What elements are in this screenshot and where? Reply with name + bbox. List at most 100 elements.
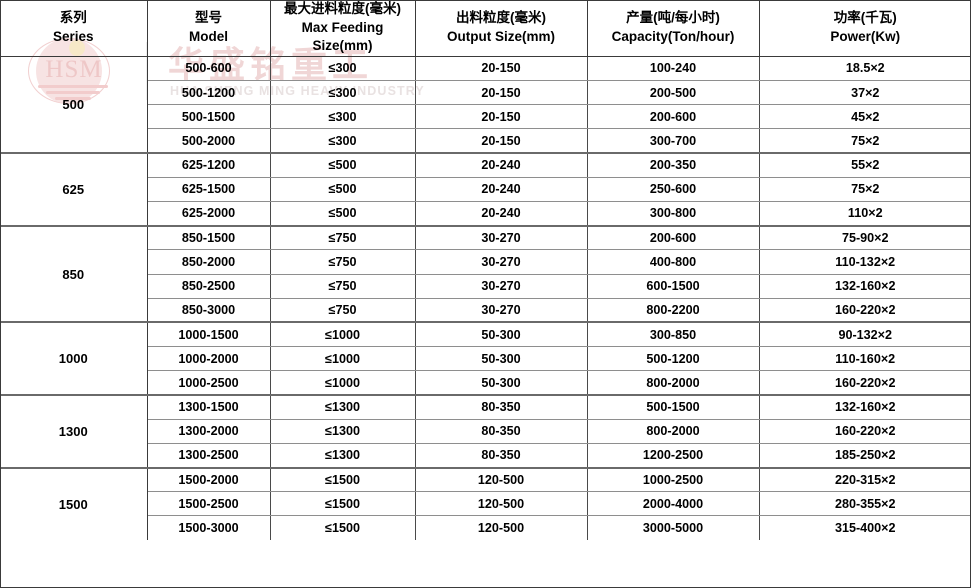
cell-capacity: 300-800 [587, 201, 760, 227]
cell-max-feeding-size: ≤1000 [270, 322, 416, 348]
cell-max-feeding-size: ≤500 [270, 201, 416, 227]
cell-capacity: 200-500 [587, 80, 760, 106]
cell-model: 1300-1500 [147, 395, 271, 420]
header-en: Max Feeding Size(mm) [301, 19, 384, 54]
cell-output-size: 50-300 [415, 322, 588, 348]
cell-capacity: 500-1200 [587, 346, 760, 372]
table-row: 500-1200 ≤300 20-150 200-500 37×2 [0, 80, 971, 106]
cell-series: 500 [0, 56, 148, 155]
table-row: 850-2000 ≤750 30-270 400-800 110-132×2 [0, 249, 971, 275]
cell-max-feeding-size: ≤1500 [270, 515, 416, 541]
cell-model: 500-1500 [147, 104, 271, 130]
column-header-power: 功率(千瓦) Power(Kw) [759, 0, 971, 57]
cell-model: 850-1500 [147, 225, 271, 251]
cell-capacity: 1000-2500 [587, 467, 760, 493]
table-row: 850-3000 ≤750 30-270 800-2200 160-220×2 [0, 298, 971, 324]
table-row: 1300-2000 ≤1300 80-350 800-2000 160-220×2 [0, 419, 971, 444]
cell-max-feeding-size: ≤1000 [270, 370, 416, 397]
cell-capacity: 2000-4000 [587, 491, 760, 517]
cell-model: 625-1200 [147, 153, 271, 178]
cell-max-feeding-size: ≤1300 [270, 419, 416, 444]
table-row: 1300 1300-1500 ≤1300 80-350 500-1500 132-160×… [0, 395, 971, 469]
cell-output-size: 50-300 [415, 370, 588, 397]
cell-output-size: 20-150 [415, 128, 588, 155]
cell-max-feeding-size: ≤1500 [270, 467, 416, 493]
column-header-max-feeding-size: 最大进料粒度(毫米) Max Feeding Size(mm) [270, 0, 416, 57]
table-row: 850-2500 ≤750 30-270 600-1500 132-160×2 [0, 274, 971, 299]
cell-max-feeding-size: ≤500 [270, 177, 416, 203]
cell-capacity: 200-350 [587, 153, 760, 178]
header-cn: 产量(吨/每小时) [626, 10, 720, 26]
cell-output-size: 30-270 [415, 225, 588, 251]
cell-output-size: 30-270 [415, 249, 588, 275]
cell-power: 55×2 [759, 153, 971, 178]
cell-power: 37×2 [759, 80, 971, 106]
cell-output-size: 120-500 [415, 515, 588, 541]
cell-capacity: 400-800 [587, 249, 760, 275]
cell-model: 1500-2000 [147, 467, 271, 493]
table-row: 1500-3000 ≤1500 120-500 3000-5000 315-400×2 [0, 515, 971, 541]
header-cn: 出料粒度(毫米) [456, 10, 546, 26]
cell-model: 1500-2500 [147, 491, 271, 517]
cell-series: 850 [0, 225, 148, 324]
cell-max-feeding-size: ≤1500 [270, 491, 416, 517]
table-row: 1500 1500-2000 ≤1500 120-500 1000-2500 220-31… [0, 467, 971, 541]
cell-power: 315-400×2 [834, 521, 896, 536]
table-row: 625-1500 ≤500 20-240 250-600 75×2 [0, 177, 971, 203]
header-en: Series [52, 28, 94, 44]
cell-power: 75-90×2 [759, 225, 971, 251]
cell-max-feeding-size: ≤1300 [270, 443, 416, 469]
cell-power: 45×2 [759, 104, 971, 130]
table-row: 1000-2000 ≤1000 50-300 500-1200 110-160×2 [0, 346, 971, 372]
table-row: 1300-2500 ≤1300 80-350 1200-2500 185-250×2 [0, 443, 971, 469]
header-cn: 系列 [59, 10, 87, 26]
cell-model: 1000-2000 [147, 346, 271, 372]
cell-capacity: 300-850 [587, 322, 760, 348]
cell-max-feeding-size: ≤300 [270, 128, 416, 155]
cell-max-feeding-size: ≤300 [270, 80, 416, 106]
cell-series: 1500 [0, 467, 148, 541]
header-en: Capacity(Ton/hour) [611, 28, 735, 44]
table-row: 625 625-1200 ≤500 20-240 200-350 55×2 [0, 153, 971, 227]
cell-output-size: 20-150 [415, 80, 588, 106]
cell-max-feeding-size: ≤750 [270, 225, 416, 251]
table-row: 500-2000 ≤300 20-150 300-700 75×2 [0, 128, 971, 155]
cell-max-feeding-size: ≤1300 [270, 395, 416, 420]
cell-model: 625-2000 [147, 201, 271, 227]
header-en: Output Size(mm) [447, 28, 555, 44]
cell-series: 625 [0, 153, 148, 227]
cell-capacity: 600-1500 [587, 274, 760, 299]
column-header-series: 系列 Series [0, 0, 148, 57]
cell-power: 132-160×2 [759, 274, 971, 299]
cell-model: 500-1200 [147, 80, 271, 106]
cell-model: 1500-3000 [147, 515, 271, 541]
cell-max-feeding-size: ≤300 [270, 104, 416, 130]
cell-power: 220-315×2 [759, 467, 971, 493]
cell-output-size: 20-150 [415, 104, 588, 130]
cell-model: 500-600 [147, 56, 271, 82]
cell-power: 110-132×2 [759, 249, 971, 275]
cell-power: 160-220×2 [759, 370, 971, 397]
cell-output-size: 120-500 [415, 491, 588, 517]
cell-output-size: 20-150 [415, 56, 588, 82]
cell-max-feeding-size: ≤500 [270, 153, 416, 178]
table-row: 1500-2500 ≤1500 120-500 2000-4000 280-355×2 [0, 491, 971, 517]
cell-series: 1300 [0, 395, 148, 469]
cell-series: 1000 [0, 322, 148, 396]
cell-capacity: 250-600 [587, 177, 760, 203]
cell-power: 280-355×2 [759, 491, 971, 517]
cell-capacity: 200-600 [587, 225, 760, 251]
cell-output-size: 30-270 [415, 298, 588, 324]
cell-model: 625-1500 [147, 177, 271, 203]
cell-power: 18.5×2 [759, 56, 971, 82]
cell-model: 1300-2000 [147, 419, 271, 444]
cell-power: 185-250×2 [759, 443, 971, 469]
cell-output-size: 120-500 [415, 467, 588, 493]
cell-capacity: 800-2200 [587, 298, 760, 324]
cell-capacity: 100-240 [587, 56, 760, 82]
cell-capacity: 200-600 [587, 104, 760, 130]
table-row: 625-2000 ≤500 20-240 300-800 110×2 [0, 201, 971, 227]
cell-model: 1000-1500 [147, 322, 271, 348]
cell-capacity: 500-1500 [587, 395, 760, 420]
header-cn: 型号 [195, 10, 222, 26]
